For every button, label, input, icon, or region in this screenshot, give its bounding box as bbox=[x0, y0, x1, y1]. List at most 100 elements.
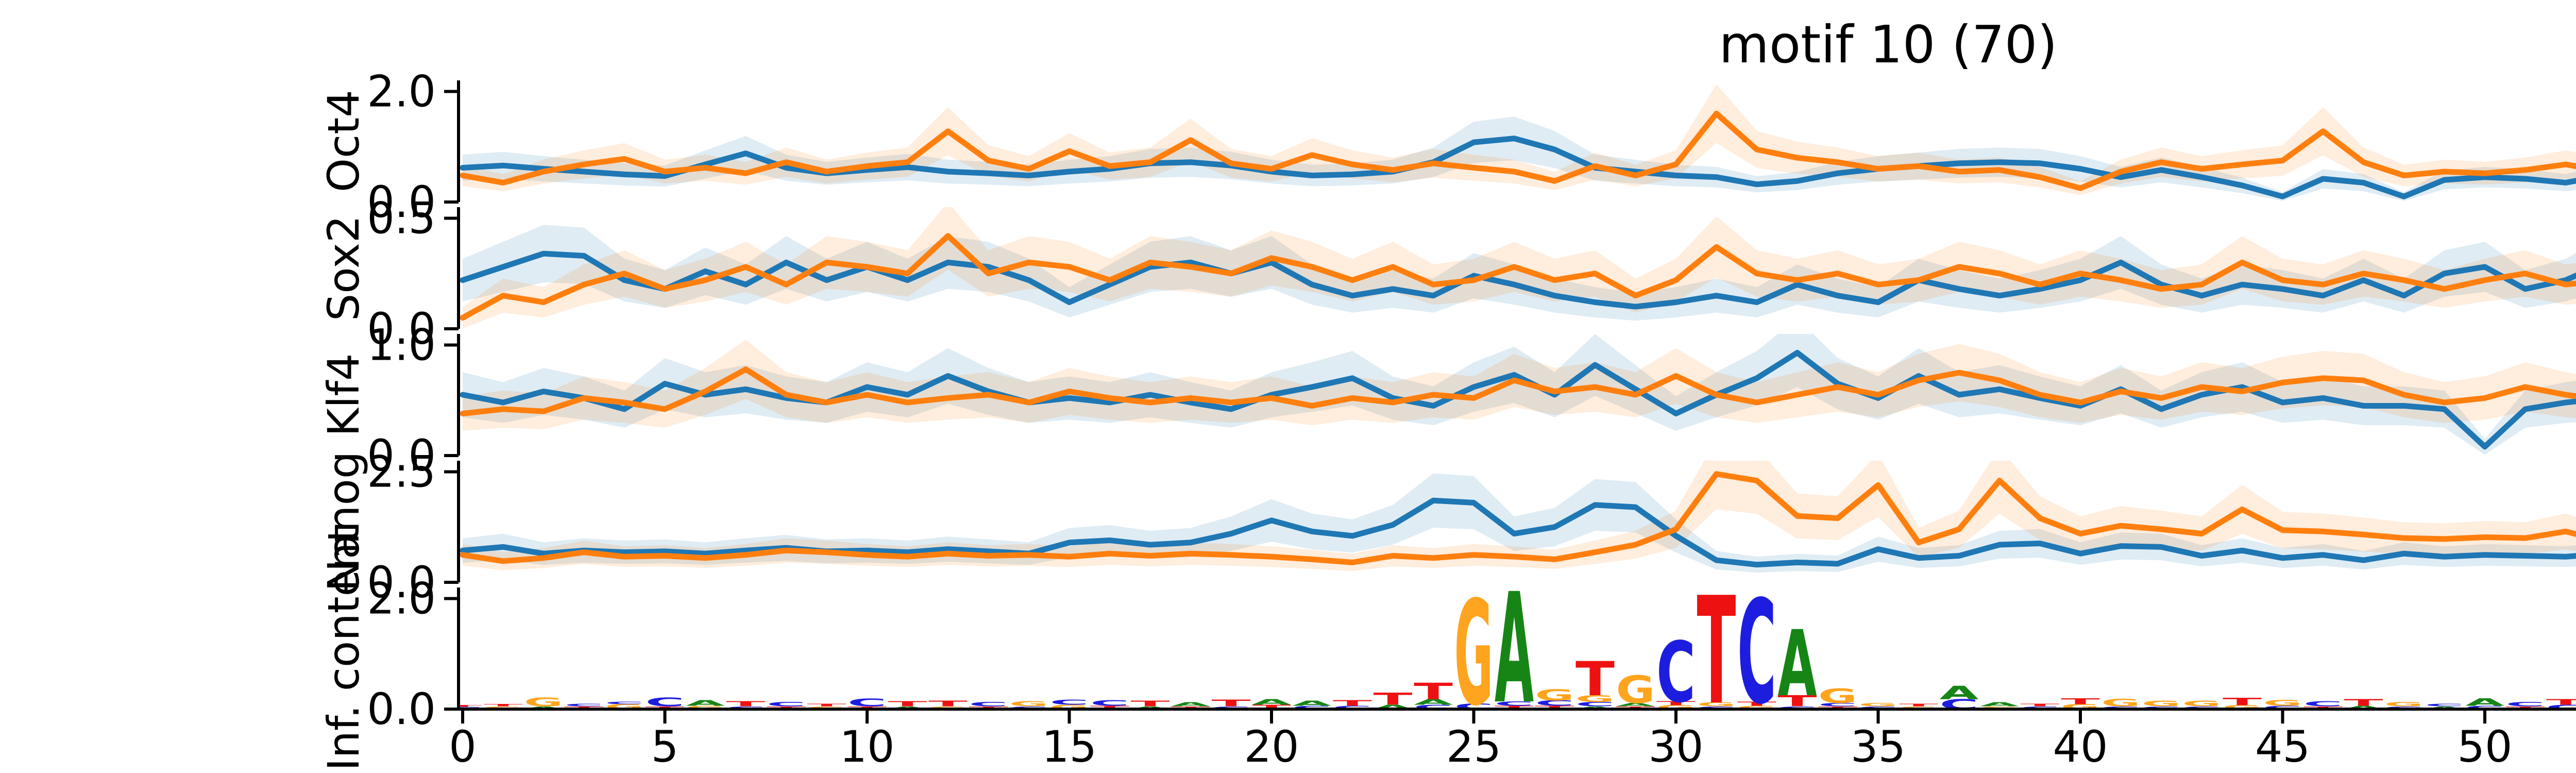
svg-text:T: T bbox=[1818, 705, 1857, 710]
logo-letter-T: T bbox=[2223, 696, 2262, 708]
logo-letter-T: T bbox=[1818, 705, 1857, 710]
svg-text:T: T bbox=[2344, 697, 2383, 708]
logo-letter-C: C bbox=[1495, 700, 1534, 708]
logo-letter-T: T bbox=[807, 703, 846, 708]
logo-letter-A: A bbox=[888, 705, 927, 709]
svg-text:T: T bbox=[1535, 705, 1575, 710]
x-tick-label: 35 bbox=[1851, 721, 1906, 772]
svg-text:T: T bbox=[484, 703, 523, 707]
logo-letter-G: G bbox=[484, 705, 523, 709]
svg-text:A: A bbox=[1374, 703, 1413, 711]
svg-text:G: G bbox=[1859, 702, 1898, 707]
svg-text:C: C bbox=[2142, 705, 2181, 710]
svg-text:C: C bbox=[1333, 705, 1372, 710]
x-tick-label: 30 bbox=[1649, 721, 1704, 772]
logo-letter-A: A bbox=[1778, 611, 1817, 709]
logo-letter-A: A bbox=[2425, 705, 2464, 709]
svg-text:G: G bbox=[2384, 701, 2424, 708]
svg-text:G: G bbox=[2263, 698, 2302, 708]
logo-letter-T: T bbox=[1616, 705, 1655, 709]
svg-text:C: C bbox=[1050, 698, 1089, 706]
svg-text:T: T bbox=[848, 705, 887, 710]
logo-letter-G: G bbox=[605, 703, 644, 709]
svg-text:G: G bbox=[1575, 694, 1615, 704]
svg-text:C: C bbox=[1293, 705, 1332, 710]
svg-text:T: T bbox=[1212, 698, 1251, 709]
svg-text:C: C bbox=[2546, 703, 2576, 711]
svg-text:C: C bbox=[1090, 699, 1129, 708]
svg-text:G: G bbox=[524, 695, 563, 709]
svg-text:G: G bbox=[2142, 699, 2181, 708]
svg-text:G: G bbox=[1616, 668, 1655, 712]
logo-letter-A: A bbox=[2344, 705, 2383, 709]
svg-text:T: T bbox=[565, 705, 604, 710]
logo-letter-G: G bbox=[1656, 704, 1696, 710]
logo-letter-C: C bbox=[969, 701, 1008, 708]
svg-text:A: A bbox=[1495, 561, 1534, 737]
svg-text:T: T bbox=[767, 705, 806, 710]
svg-text:T: T bbox=[2021, 703, 2060, 708]
svg-text:C: C bbox=[1535, 699, 1574, 708]
svg-text:C: C bbox=[1575, 701, 1615, 708]
panel-inf-content: CTGTAGTCGCTCGACTTCGTTCATGTTCCGGCTCATTACT… bbox=[459, 561, 2576, 737]
logo-letter-A: A bbox=[686, 699, 725, 708]
ylabel-sox2: Sox2 bbox=[318, 215, 369, 321]
svg-text:A: A bbox=[1616, 702, 1655, 707]
svg-text:G: G bbox=[1980, 705, 2019, 710]
svg-text:C: C bbox=[1778, 705, 1817, 710]
band-orange bbox=[463, 340, 2576, 431]
ylabel-oct4: Oct4 bbox=[318, 90, 369, 193]
svg-text:G: G bbox=[807, 705, 846, 710]
svg-text:T: T bbox=[1414, 678, 1453, 704]
y-tick-label: 0.0 bbox=[367, 557, 436, 608]
x-tick-label: 0 bbox=[449, 721, 476, 772]
logo-letter-A: A bbox=[1940, 682, 1979, 703]
ylabel-inf-content: Inf. content bbox=[318, 525, 369, 771]
svg-text:C: C bbox=[1940, 697, 1979, 713]
svg-text:C: C bbox=[2182, 705, 2222, 710]
svg-text:T: T bbox=[1575, 651, 1615, 707]
logo-letter-G: G bbox=[1818, 685, 1857, 708]
logo-letter-G: G bbox=[1980, 705, 2019, 710]
logo-letter-G: G bbox=[2102, 697, 2141, 709]
logo-letter-C: C bbox=[1535, 699, 1574, 708]
svg-text:A: A bbox=[1171, 701, 1210, 708]
svg-text:G: G bbox=[1656, 704, 1696, 710]
svg-text:C: C bbox=[726, 705, 766, 710]
svg-text:C: C bbox=[848, 697, 887, 709]
logo-letter-A: A bbox=[1293, 699, 1332, 707]
svg-text:T: T bbox=[2223, 696, 2262, 708]
logo-letter-C: C bbox=[1414, 703, 1453, 709]
svg-text:T: T bbox=[1737, 701, 1777, 707]
svg-text:C: C bbox=[1495, 700, 1534, 708]
x-tick-label: 20 bbox=[1244, 721, 1299, 772]
logo-letter-T: T bbox=[726, 700, 766, 708]
logo-letter-C: C bbox=[2142, 705, 2181, 710]
svg-text:G: G bbox=[1737, 705, 1776, 710]
svg-text:C: C bbox=[1656, 624, 1696, 721]
logo-letter-T: T bbox=[459, 705, 482, 708]
x-tick-label: 10 bbox=[840, 721, 895, 772]
logo-letter-T: T bbox=[1090, 705, 1130, 709]
y-tick-label: 0.0 bbox=[367, 304, 436, 354]
logo-letter-G: G bbox=[1697, 701, 1736, 708]
logo-letter-T: T bbox=[1495, 705, 1534, 709]
svg-text:G: G bbox=[1535, 686, 1574, 704]
logo-letter-G: G bbox=[1859, 702, 1898, 707]
svg-text:G: G bbox=[2182, 699, 2222, 708]
y-tick-label: 0.5 bbox=[367, 193, 436, 243]
logo-letter-C: C bbox=[565, 703, 604, 708]
logo-letter-C: C bbox=[1575, 701, 1615, 708]
logo-letter-T: T bbox=[1535, 705, 1575, 710]
line-blue bbox=[460, 250, 2576, 310]
svg-text:A: A bbox=[686, 699, 725, 708]
logo-letter-A: A bbox=[1171, 701, 1210, 708]
svg-text:C: C bbox=[1737, 569, 1776, 735]
logo-letter-T: T bbox=[2344, 697, 2383, 708]
logo-letter-T: T bbox=[1899, 703, 1938, 708]
y-tick-label: 2.0 bbox=[367, 573, 436, 624]
logo-letter-C: C bbox=[1212, 705, 1251, 709]
logo-letter-T: T bbox=[2506, 705, 2545, 709]
logo-letter-C: C bbox=[1454, 702, 1494, 709]
